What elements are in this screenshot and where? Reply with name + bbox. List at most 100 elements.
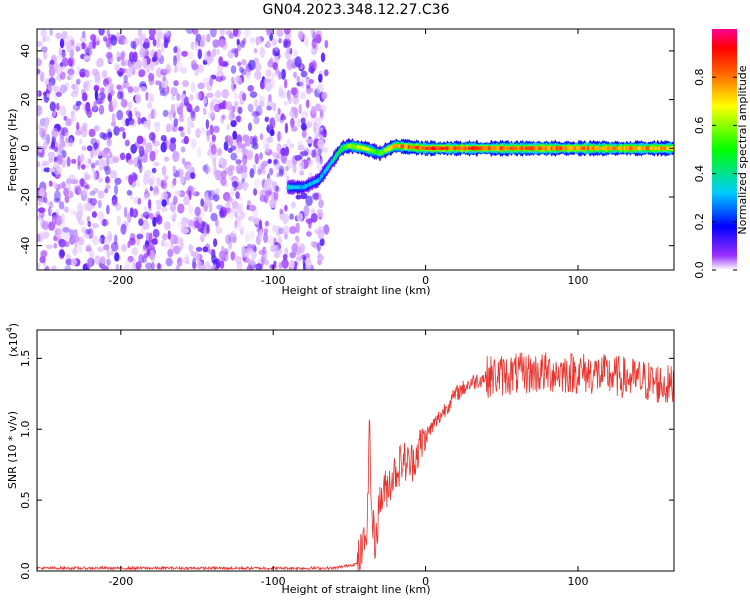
noise-blob xyxy=(83,81,88,90)
noise-blob xyxy=(176,92,181,102)
noise-blob xyxy=(237,141,242,149)
noise-blob xyxy=(292,163,297,174)
noise-blob xyxy=(180,146,186,153)
noise-blob xyxy=(247,122,253,132)
noise-blob xyxy=(234,220,238,229)
noise-blob xyxy=(172,195,178,205)
noise-blob xyxy=(289,226,297,235)
noise-blob xyxy=(150,254,155,264)
noise-blob xyxy=(137,117,142,125)
noise-blob xyxy=(210,144,217,155)
noise-blob xyxy=(132,257,136,269)
noise-blob xyxy=(147,102,153,110)
noise-blob xyxy=(192,29,199,35)
noise-blob xyxy=(127,159,134,165)
noise-blob xyxy=(163,242,170,247)
noise-blob xyxy=(112,156,120,163)
noise-blob xyxy=(264,259,269,266)
noise-blob xyxy=(323,224,330,235)
noise-blob xyxy=(242,92,247,102)
noise-blob xyxy=(225,29,233,36)
noise-blob xyxy=(136,233,144,240)
noise-blob xyxy=(64,195,70,204)
noise-blob xyxy=(206,92,214,98)
noise-blob xyxy=(180,176,185,184)
noise-blob xyxy=(44,121,48,131)
noise-blob xyxy=(230,65,237,74)
snr-y-label: SNR (10 * v/v) xyxy=(6,411,19,489)
noise-blob xyxy=(205,166,212,174)
noise-blob xyxy=(49,101,56,112)
noise-blob xyxy=(296,212,303,222)
noise-blob xyxy=(105,176,110,184)
noise-blob xyxy=(155,80,162,86)
noise-blob xyxy=(120,223,127,235)
noise-blob xyxy=(242,134,250,142)
noise-blob xyxy=(161,206,168,212)
noise-blob xyxy=(249,168,255,179)
noise-blob xyxy=(276,131,283,142)
noise-blob xyxy=(116,109,124,121)
noise-blob xyxy=(213,238,218,248)
noise-blob xyxy=(64,241,70,248)
noise-blob xyxy=(116,84,122,90)
noise-blob xyxy=(251,142,255,149)
noise-blob xyxy=(43,197,48,204)
noise-blob xyxy=(305,99,310,109)
noise-blob xyxy=(275,225,281,237)
noise-blob xyxy=(235,115,241,123)
noise-blob xyxy=(272,62,279,70)
noise-blob xyxy=(204,195,212,207)
noise-blob xyxy=(290,143,295,149)
noise-blob xyxy=(81,164,86,170)
noise-blob xyxy=(195,216,203,225)
noise-blob xyxy=(279,165,285,175)
noise-blob xyxy=(59,38,65,49)
noise-blob xyxy=(156,214,163,225)
noise-blob xyxy=(230,76,235,83)
y-tick-label: -40 xyxy=(19,237,32,255)
noise-blob xyxy=(93,100,97,112)
noise-blob xyxy=(150,108,157,120)
noise-blob xyxy=(219,38,227,48)
noise-blob xyxy=(246,71,251,80)
noise-blob xyxy=(37,207,46,213)
noise-blob xyxy=(212,48,217,58)
noise-blob xyxy=(169,243,175,253)
noise-blob xyxy=(130,64,135,73)
noise-blob xyxy=(280,113,285,119)
noise-blob xyxy=(110,89,115,96)
noise-blob xyxy=(276,172,281,178)
noise-blob xyxy=(59,71,66,80)
noise-blob xyxy=(273,244,280,253)
noise-blob xyxy=(220,177,227,186)
noise-blob xyxy=(88,158,92,165)
noise-blob xyxy=(128,110,133,122)
noise-blob xyxy=(41,231,50,240)
noise-blob xyxy=(235,159,242,165)
noise-blob xyxy=(180,131,185,138)
noise-blob xyxy=(284,166,289,172)
noise-blob xyxy=(247,103,254,113)
noise-blob xyxy=(319,115,325,121)
noise-blob xyxy=(201,34,206,42)
noise-blob xyxy=(195,91,202,101)
noise-blob xyxy=(193,216,199,222)
noise-blob xyxy=(135,93,142,104)
noise-blob xyxy=(127,86,134,93)
noise-blob xyxy=(212,194,220,202)
noise-blob xyxy=(268,93,272,103)
noise-blob xyxy=(120,68,127,74)
noise-blob xyxy=(111,199,119,207)
noise-blob xyxy=(69,229,75,237)
noise-blob xyxy=(61,57,69,67)
noise-blob xyxy=(101,70,108,79)
noise-blob xyxy=(78,220,85,226)
noise-blob xyxy=(122,131,126,140)
noise-blob xyxy=(144,222,150,230)
noise-blob xyxy=(254,99,259,107)
noise-blob xyxy=(99,234,106,244)
noise-blob xyxy=(98,104,105,115)
noise-blob xyxy=(142,42,150,49)
noise-blob xyxy=(110,83,114,93)
